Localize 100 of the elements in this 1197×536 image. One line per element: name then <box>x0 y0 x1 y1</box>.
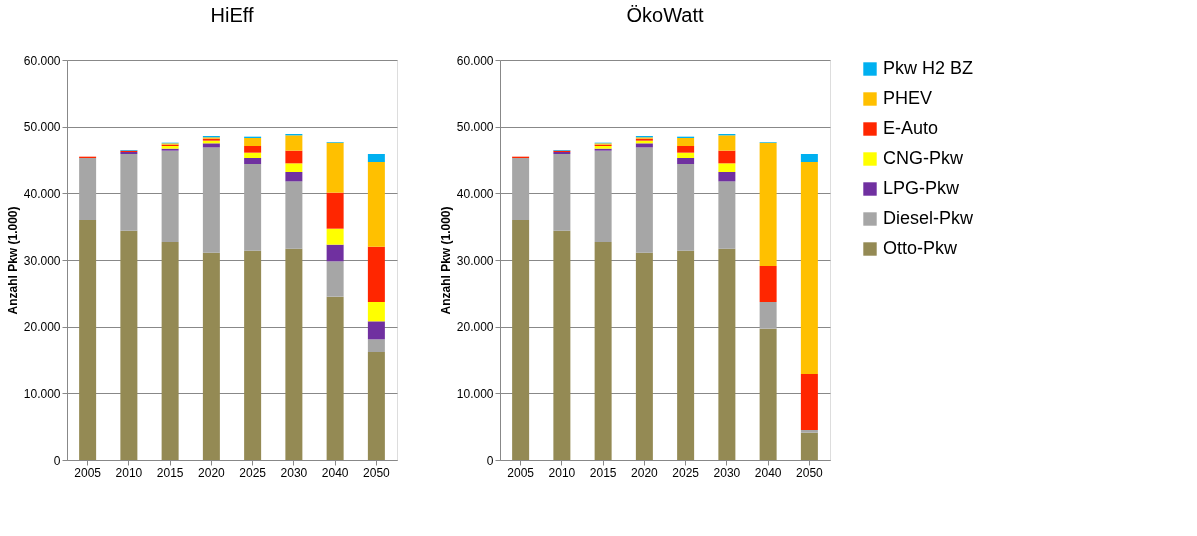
bar <box>285 248 303 460</box>
y-tick-label: 0 <box>53 453 61 468</box>
y-tick-label: 30.000 <box>456 253 494 268</box>
bar <box>367 321 385 340</box>
y-axis-title: Anzahl Pkw (1.000) <box>438 206 453 315</box>
bar <box>677 164 695 251</box>
bar <box>512 158 530 220</box>
bar <box>285 163 303 172</box>
bar <box>718 248 736 460</box>
bar <box>718 135 736 151</box>
y-tick-label: 20.000 <box>23 320 61 335</box>
bar <box>202 252 220 460</box>
y-axis-title: Anzahl Pkw (1.000) <box>5 206 20 315</box>
bar <box>718 163 736 172</box>
bar <box>244 152 262 158</box>
bar <box>759 302 777 329</box>
bar <box>120 230 138 460</box>
x-tick-label: 2030 <box>713 465 741 480</box>
bar <box>244 250 262 460</box>
legend-label: CNG-Pkw <box>883 148 964 168</box>
y-tick-label: 40.000 <box>456 186 494 201</box>
bar <box>718 181 736 249</box>
y-tick-label: 10.000 <box>23 386 61 401</box>
x-tick-label: 2030 <box>280 465 308 480</box>
bar <box>512 220 530 460</box>
bar <box>594 150 612 242</box>
bar <box>285 181 303 249</box>
bar <box>326 228 344 245</box>
bar <box>367 162 385 247</box>
y-tick-label: 30.000 <box>23 253 61 268</box>
bar <box>367 154 385 162</box>
bar <box>79 220 97 460</box>
bar <box>800 432 818 460</box>
x-tick-label: 2040 <box>321 465 349 480</box>
bar <box>285 172 303 182</box>
bar <box>677 146 695 153</box>
x-tick-label: 2010 <box>548 465 576 480</box>
bar <box>594 242 612 460</box>
bar <box>800 430 818 433</box>
bar <box>79 158 97 220</box>
y-tick-label: 60.000 <box>456 53 494 68</box>
x-tick-label: 2005 <box>74 465 102 480</box>
legend-label: PHEV <box>883 88 933 108</box>
bar <box>367 246 385 302</box>
x-tick-label: 2020 <box>631 465 659 480</box>
bar <box>718 150 736 164</box>
bar <box>553 154 571 231</box>
y-tick-label: 60.000 <box>23 53 61 68</box>
bar <box>326 244 344 262</box>
bar <box>800 374 818 430</box>
bar <box>367 339 385 352</box>
bar <box>367 352 385 460</box>
bar <box>244 158 262 164</box>
x-tick-label: 2020 <box>198 465 226 480</box>
bar <box>244 138 262 146</box>
bar <box>326 142 344 193</box>
y-tick-label: 20.000 <box>456 320 494 335</box>
bar <box>759 142 777 266</box>
bar <box>677 152 695 158</box>
bar <box>677 138 695 146</box>
x-tick-label: 2025 <box>672 465 700 480</box>
bar <box>120 154 138 231</box>
bar <box>244 146 262 153</box>
bar <box>285 135 303 151</box>
legend-label: Diesel-Pkw <box>883 208 975 228</box>
x-tick-label: 2005 <box>507 465 535 480</box>
x-tick-label: 2015 <box>589 465 617 480</box>
bar <box>800 154 818 162</box>
bar <box>326 192 344 229</box>
y-tick-label: 10.000 <box>456 386 494 401</box>
x-tick-label: 2010 <box>115 465 143 480</box>
y-tick-label: 40.000 <box>23 186 61 201</box>
legend-label: Otto-Pkw <box>883 238 959 258</box>
bar <box>326 261 344 297</box>
chart-title: ÖkoWatt <box>626 4 704 26</box>
bar <box>635 143 653 148</box>
legend-label: Pkw H2 BZ <box>883 58 974 78</box>
bar <box>202 147 220 253</box>
y-tick-label: 50.000 <box>23 120 61 135</box>
bar <box>677 158 695 164</box>
x-tick-label: 2040 <box>754 465 782 480</box>
legend-label: E-Auto <box>883 118 939 138</box>
x-tick-label: 2015 <box>156 465 184 480</box>
bar <box>161 242 179 460</box>
y-tick-label: 0 <box>486 453 494 468</box>
bar <box>759 328 777 460</box>
bar <box>202 143 220 148</box>
bar <box>367 302 385 322</box>
legend-label: LPG-Pkw <box>883 178 961 198</box>
chart-title: HiEff <box>210 4 254 26</box>
bar <box>800 162 818 374</box>
bar <box>635 252 653 460</box>
bar <box>161 150 179 242</box>
bar <box>718 172 736 182</box>
bar <box>244 164 262 251</box>
bar <box>635 147 653 253</box>
bar <box>326 296 344 460</box>
y-tick-label: 50.000 <box>456 120 494 135</box>
x-tick-label: 2050 <box>363 465 391 480</box>
x-tick-label: 2050 <box>796 465 824 480</box>
